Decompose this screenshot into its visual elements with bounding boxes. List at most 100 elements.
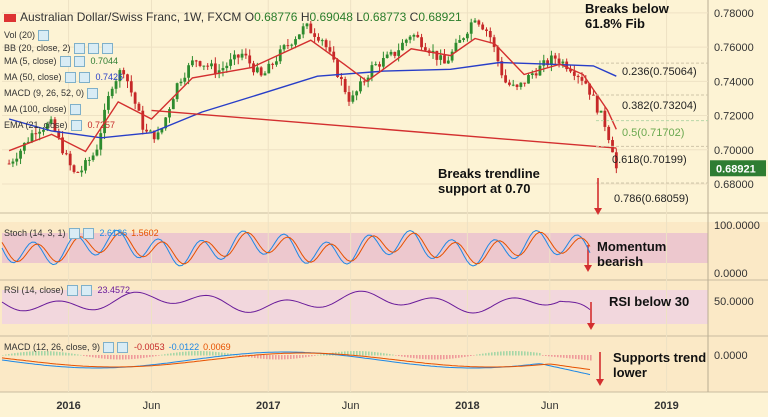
macd-line: [1, 351, 591, 376]
close-icon[interactable]: [101, 43, 113, 55]
candle-body: [42, 129, 45, 132]
macd-histogram-bar: [290, 355, 292, 359]
settings-icon[interactable]: [87, 43, 99, 55]
settings-icon[interactable]: [80, 285, 92, 297]
eye-icon[interactable]: [66, 285, 78, 297]
candle-body: [49, 119, 53, 124]
macd-histogram-bar: [413, 355, 415, 359]
settings-icon[interactable]: [73, 56, 85, 68]
macd-histogram-bar: [497, 351, 499, 356]
eye-icon[interactable]: [87, 88, 99, 100]
indicator-label: EMA (21, close): [4, 120, 68, 130]
eye-icon[interactable]: [64, 72, 76, 84]
macd-histogram-bar: [272, 355, 274, 360]
candle-body: [133, 92, 137, 104]
macd-histogram-bar: [425, 355, 427, 360]
macd-histogram-bar: [338, 351, 340, 356]
eye-icon[interactable]: [69, 104, 81, 116]
indicator-macd-overlay[interactable]: MACD (9, 26, 52, 0): [4, 88, 99, 100]
macd-histogram-bar: [89, 355, 91, 357]
candle-body: [485, 29, 488, 31]
macd-histogram-bar: [14, 353, 16, 356]
macd-histogram-bar: [395, 355, 397, 356]
candle-body: [34, 133, 38, 135]
macd-histogram-bar: [563, 355, 565, 358]
indicator-label: MA (100, close): [4, 104, 67, 114]
candle-body: [171, 99, 175, 110]
candle-body: [91, 155, 95, 160]
macd-histogram-bar: [545, 355, 547, 356]
candle-body: [240, 53, 244, 58]
macd-histogram-bar: [362, 351, 364, 356]
candle-body: [38, 131, 42, 134]
eye-icon[interactable]: [70, 120, 82, 132]
candle-body: [57, 131, 61, 138]
chart-title: Australian Dollar/Swiss Franc, 1W, FXCM: [20, 10, 242, 24]
candle-body: [248, 55, 252, 64]
candle-body: [233, 54, 236, 60]
macd-legend[interactable]: MACD (12, 26, close, 9) -0.0053 -0.0122 0.0…: [4, 342, 231, 354]
indicator-ma50[interactable]: MA (50, close) 0.7426: [4, 72, 123, 84]
eye-icon[interactable]: [103, 342, 115, 354]
macd-histogram-bar: [317, 354, 319, 356]
open-value: 0.68776: [254, 10, 298, 24]
macd-histogram-bar: [524, 351, 526, 356]
macd-histogram-bar: [188, 351, 190, 356]
candle-body: [500, 61, 504, 76]
macd-histogram-bar: [410, 355, 412, 358]
macd-histogram-bar: [356, 351, 358, 356]
indicator-ma5[interactable]: MA (5, close) 0.7044: [4, 56, 118, 68]
indicator-ma-other[interactable]: MA (100, close): [4, 104, 81, 116]
candle-body: [385, 54, 389, 59]
candle-body: [389, 51, 393, 55]
candle-body: [508, 82, 511, 85]
macd-histogram-bar: [77, 354, 79, 356]
macd-histogram-bar: [23, 352, 25, 356]
settings-icon[interactable]: [78, 72, 90, 84]
candle-body: [202, 65, 206, 67]
time-tick-label: 2017: [256, 400, 280, 412]
indicator-ema[interactable]: EMA (21, close) 0.7257: [4, 120, 115, 132]
macd-histogram-bar: [479, 354, 481, 356]
macd-histogram-bar: [35, 351, 37, 356]
stoch-d-value: 1.5602: [131, 228, 159, 238]
candle-body: [355, 91, 359, 96]
indicator-bb[interactable]: BB (20, close, 2): [4, 43, 113, 55]
candle-body: [443, 55, 446, 64]
macd-histogram-bar: [554, 355, 556, 357]
candle-body: [225, 65, 229, 69]
macd-histogram-bar: [239, 355, 241, 356]
macd-histogram-bar: [164, 354, 166, 356]
macd-histogram-bar: [392, 354, 394, 356]
time-tick-label: Jun: [143, 400, 161, 412]
candle-body: [450, 51, 454, 61]
stoch-legend[interactable]: Stoch (14, 3, 1) 2.6186 1.5602: [4, 228, 159, 240]
macd-histogram-bar: [299, 355, 301, 359]
eye-icon[interactable]: [59, 56, 71, 68]
eye-icon[interactable]: [73, 43, 85, 55]
settings-icon[interactable]: [82, 228, 94, 240]
candle-body: [255, 67, 259, 73]
candle-body: [530, 73, 534, 76]
settings-icon[interactable]: [117, 342, 129, 354]
macd-histogram-bar: [560, 355, 562, 358]
low-key: L: [356, 10, 363, 24]
rsi-legend[interactable]: RSI (14, close) 23.4572: [4, 285, 130, 297]
eye-icon[interactable]: [38, 30, 50, 42]
candle-body: [122, 70, 126, 75]
indicator-vol[interactable]: Vol (20): [4, 30, 50, 42]
annotation-line: Momentum: [597, 239, 667, 254]
macd-histogram-bar: [197, 351, 199, 356]
macd-histogram-bar: [461, 355, 463, 358]
macd-histogram-bar: [86, 355, 88, 357]
candle-body: [320, 40, 324, 42]
candle-body: [175, 83, 179, 100]
eye-icon[interactable]: [68, 228, 80, 240]
macd-histogram-bar: [5, 354, 7, 356]
candle-body: [7, 163, 11, 165]
arrow-stoch-head: [584, 265, 592, 272]
macd-histogram-bar: [320, 354, 322, 356]
macd-histogram-bar: [308, 355, 310, 357]
candle-body: [99, 133, 103, 150]
